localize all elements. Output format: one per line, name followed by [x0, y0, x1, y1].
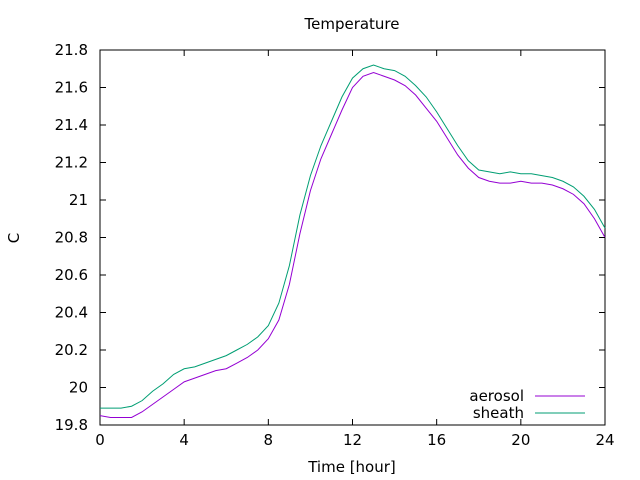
legend-label-aerosol: aerosol	[469, 387, 524, 405]
legend-label-sheath: sheath	[473, 404, 524, 422]
ticks-layer: 0 4 8 12 16 20 24 19.8 20 20.2 20.4 20.6 20.8 21 21.2 2…	[55, 41, 615, 449]
y-tick-label: 20.4	[55, 304, 88, 322]
y-tick-label: 19.8	[55, 416, 88, 434]
x-tick-label: 16	[427, 431, 446, 449]
series-line-sheath	[100, 64, 606, 409]
y-tick-label: 21.2	[55, 154, 88, 172]
x-tick-label: 8	[264, 431, 274, 449]
y-tick-label: 20.6	[55, 266, 88, 284]
x-tick-label: 20	[511, 431, 530, 449]
y-axis-label: C	[5, 233, 23, 243]
series-layer	[99, 64, 606, 418]
plot-area	[99, 49, 606, 426]
y-tick-label: 21.8	[55, 41, 88, 59]
x-axis-label: Time [hour]	[307, 458, 396, 476]
y-tick-label: 20.2	[55, 341, 88, 359]
y-tick-label: 21	[69, 191, 88, 209]
y-tick-label: 21.6	[55, 79, 88, 97]
y-tick-label: 21.4	[55, 116, 88, 134]
x-tick-label: 4	[179, 431, 189, 449]
series-line-aerosol	[99, 71, 606, 418]
chart-title: Temperature	[303, 15, 399, 33]
plot-frame	[99, 49, 606, 426]
x-tick-label: 24	[595, 431, 614, 449]
y-tick-label: 20.8	[55, 229, 88, 247]
x-tick-label: 12	[343, 431, 362, 449]
y-tick-label: 20	[69, 379, 88, 397]
x-tick-label: 0	[95, 431, 105, 449]
